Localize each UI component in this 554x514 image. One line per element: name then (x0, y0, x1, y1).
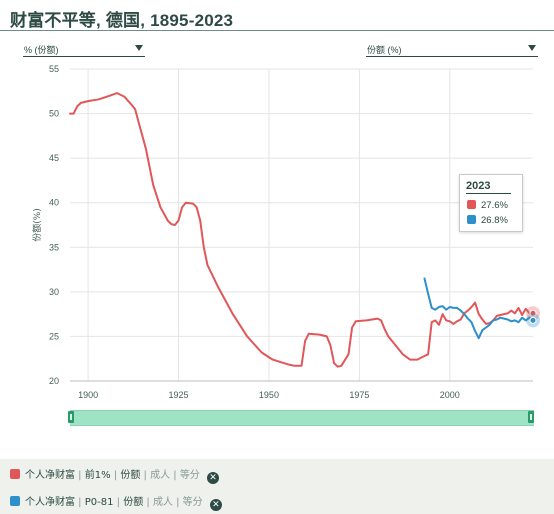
series-dropdown[interactable]: 份额 (%) (366, 41, 538, 57)
x-tick-label: 1975 (349, 390, 369, 400)
legend-text: 等分 (182, 497, 203, 508)
unit-dropdown[interactable]: % (份额) (23, 41, 145, 57)
legend-item-p0-81[interactable]: 个人净财富 | P0-81 | 份额 | 成人 | 等分 ✕ (0, 486, 554, 514)
series-line-top1[interactable] (69, 92, 534, 368)
slider-handle-end[interactable] (528, 411, 534, 423)
legend-item-top1[interactable]: 个人净财富 | 前1% | 份额 | 成人 | 等分 ✕ (0, 459, 554, 487)
hover-marker-point (529, 316, 537, 324)
unit-dropdown-label: % (份额) (24, 45, 59, 55)
legend-text: 个人净财富 (25, 497, 75, 508)
tooltip-row-top1: 27.6% (467, 200, 508, 211)
legend-text: 个人净财富 (25, 470, 75, 481)
y-tick-label: 40 (49, 198, 59, 208)
legend-text: P0-81 (84, 497, 114, 508)
x-tick-label: 1900 (78, 390, 98, 400)
y-tick-label: 55 (49, 64, 59, 74)
tooltip-value-top1: 27.6% (481, 200, 508, 211)
tooltip-row-p0-81: 26.8% (467, 215, 508, 226)
time-range-slider[interactable] (70, 410, 534, 426)
title-divider (0, 30, 554, 31)
remove-series-close-icon[interactable]: ✕ (207, 472, 219, 484)
line-chart: 20 25 30 35 40 45 50 55 1900 1925 1950 1975 2000 份额(%… (31, 64, 540, 400)
chart-title: 财富不平等, 德国, 1895-2023 (10, 11, 234, 30)
hover-marker-point (529, 309, 537, 317)
series-swatch (10, 469, 20, 479)
legend-text: 成人 (150, 470, 171, 481)
legend-text: 等分 (179, 470, 200, 481)
axis-layer: 20 25 30 35 40 45 50 55 1900 1925 1950 1975 2000 份额(%… (31, 64, 533, 400)
series-line-p0-81[interactable] (423, 277, 534, 340)
legend-text: 份额 (120, 470, 141, 481)
y-tick-label: 20 (49, 376, 59, 386)
series-swatch (467, 200, 476, 209)
x-tick-label: 1950 (259, 390, 279, 400)
y-tick-label: 35 (49, 242, 59, 252)
y-tick-label: 25 (49, 331, 59, 341)
tooltip-value-p0-81: 26.8% (481, 215, 508, 226)
legend-item-p0-81-label: 个人净财富 | P0-81 | 份额 | 成人 | 等分 ✕ (10, 493, 222, 511)
series-layer (69, 92, 534, 368)
y-axis-label: 份额(%) (31, 208, 43, 242)
chevron-down-icon (528, 45, 536, 51)
legend-item-top1-label: 个人净财富 | 前1% | 份额 | 成人 | 等分 ✕ (10, 466, 219, 484)
marker-layer (526, 306, 540, 328)
legend-text: 前1% (84, 470, 111, 481)
tooltip: 2023 27.6% 26.8% (459, 174, 523, 232)
chevron-down-icon (135, 45, 143, 51)
x-tick-label: 1925 (169, 390, 189, 400)
series-dropdown-label: 份额 (%) (367, 45, 402, 55)
y-tick-label: 45 (49, 153, 59, 163)
series-swatch (467, 215, 476, 224)
x-tick-label: 2000 (440, 390, 460, 400)
tooltip-year: 2023 (466, 180, 511, 194)
series-swatch (10, 496, 20, 506)
remove-series-close-icon[interactable]: ✕ (209, 499, 222, 511)
slider-handle-start[interactable] (68, 411, 74, 423)
y-tick-label: 30 (49, 287, 59, 297)
legend-text: 成人 (152, 497, 173, 508)
legend-text: 份额 (123, 497, 144, 508)
y-tick-label: 50 (49, 109, 59, 119)
